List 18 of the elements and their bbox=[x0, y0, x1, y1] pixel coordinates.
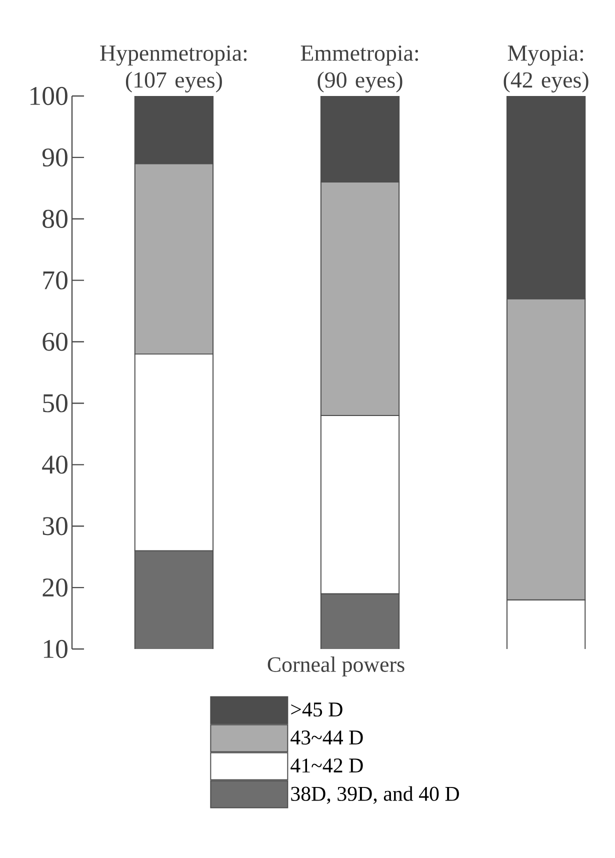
y-tick-label: 60 bbox=[42, 332, 68, 351]
y-tick-label: 70 bbox=[43, 271, 68, 290]
y-tick-label: 50 bbox=[43, 394, 68, 412]
y-tick-label: 30 bbox=[42, 517, 68, 536]
legend-title: Corneal powers bbox=[268, 656, 404, 676]
legend-label: 43~44 D bbox=[290, 730, 363, 745]
y-tick-label: 100 bbox=[30, 86, 68, 106]
legend-label: 38D, 39D, and 40 D bbox=[291, 786, 459, 804]
x-tick-label: Myopia: (42 eyes) bbox=[504, 45, 588, 92]
x-tick-label: Emmetropia: (90 eyes) bbox=[300, 45, 418, 92]
y-tick-label: 20 bbox=[42, 578, 68, 597]
y-tick-label: 40 bbox=[42, 456, 68, 474]
y-tick-label: 10 bbox=[44, 640, 68, 658]
legend-label: 41~42 D bbox=[290, 758, 363, 772]
x-tick-label: Hypenmetropia: (107 eyes) bbox=[100, 45, 247, 92]
y-tick-label: 90 bbox=[42, 148, 68, 167]
y-tick-label: 80 bbox=[42, 210, 68, 228]
legend-label: >45 D bbox=[291, 702, 342, 717]
